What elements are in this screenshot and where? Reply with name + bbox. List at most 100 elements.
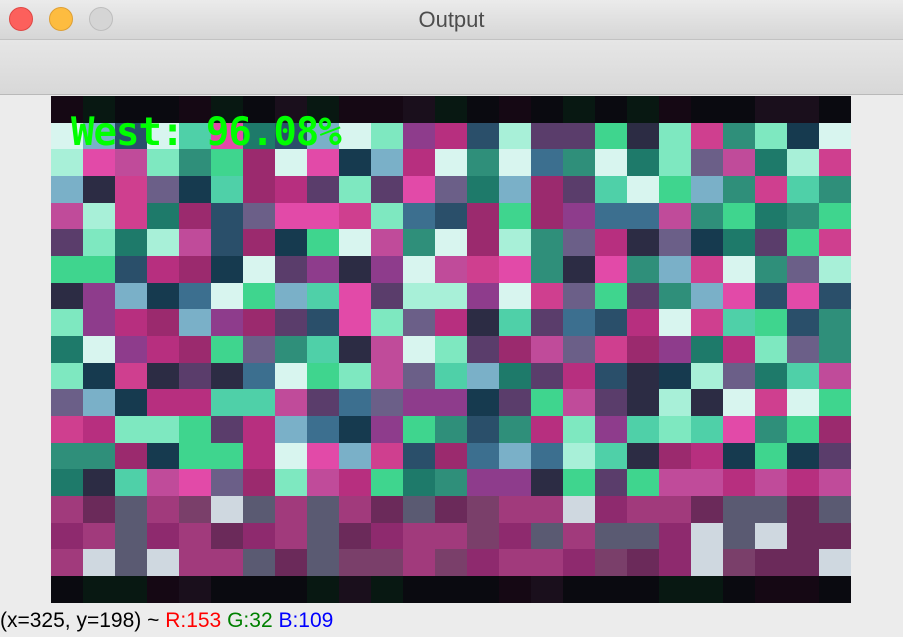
mosaic-pixel [691,176,723,204]
mosaic-pixel [275,309,307,337]
mosaic-pixel [563,442,595,470]
mosaic-pixel [115,122,147,150]
mosaic-pixel [147,576,179,603]
mosaic-pixel [115,442,147,470]
mosaic-pixel [755,576,787,603]
mosaic-pixel [211,416,243,444]
mosaic-pixel [531,122,563,150]
mosaic-pixel [691,336,723,364]
title-bar[interactable]: Output [0,0,903,40]
mosaic-pixel [275,256,307,284]
mosaic-pixel [723,362,755,390]
mosaic-pixel [243,362,275,390]
mosaic-pixel [755,176,787,204]
mosaic-pixel [243,469,275,497]
mosaic-pixel [307,416,339,444]
mosaic-pixel [403,576,435,603]
mosaic-pixel [307,522,339,550]
mosaic-pixel [755,469,787,497]
mosaic-pixel [403,442,435,470]
mosaic-pixel [595,549,627,577]
mosaic-pixel [371,202,403,230]
mosaic-pixel [275,202,307,230]
mosaic-pixel [243,309,275,337]
mosaic-pixel [403,149,435,177]
mosaic-pixel [83,202,115,230]
zoom-button[interactable] [89,7,113,31]
mosaic-pixel [659,389,691,417]
mosaic-pixel [755,549,787,577]
mosaic-pixel [211,202,243,230]
mosaic-pixel [499,229,531,257]
mosaic-pixel [819,229,851,257]
mosaic-pixel [787,389,819,417]
mosaic-pixel [115,362,147,390]
mosaic-pixel [627,256,659,284]
mosaic-pixel [51,149,83,177]
mosaic-pixel [179,309,211,337]
mosaic-pixel [819,549,851,577]
mosaic-pixel [275,416,307,444]
mosaic-pixel [627,176,659,204]
mosaic-pixel [147,496,179,524]
mosaic-pixel [819,309,851,337]
mosaic-pixel [371,256,403,284]
mosaic-pixel [403,282,435,310]
mosaic-pixel [787,362,819,390]
mosaic-pixel [339,282,371,310]
image-view[interactable]: West: 96.08% [51,96,851,603]
mosaic-pixel [691,549,723,577]
mosaic-pixel [755,229,787,257]
mosaic-pixel [723,416,755,444]
mosaic-pixel [659,229,691,257]
mosaic-pixel [787,576,819,603]
mosaic-pixel [307,549,339,577]
mosaic-pixel [179,549,211,577]
mosaic-pixel [659,202,691,230]
mosaic-pixel [691,576,723,603]
mosaic-pixel [467,522,499,550]
mosaic-pixel [691,362,723,390]
mosaic-pixel [243,389,275,417]
mosaic-pixel [627,202,659,230]
mosaic-pixel [595,496,627,524]
mosaic-pixel [499,576,531,603]
mosaic-pixel [467,309,499,337]
mosaic-pixel [627,442,659,470]
mosaic-pixel [243,416,275,444]
mosaic-pixel [211,229,243,257]
mosaic-pixel [243,96,275,123]
mosaic-pixel [435,176,467,204]
mosaic-pixel [339,149,371,177]
mosaic-pixel [563,282,595,310]
mosaic-pixel [371,549,403,577]
mosaic-pixel [595,389,627,417]
mosaic-pixel [211,96,243,123]
close-button[interactable] [9,7,33,31]
mosaic-pixel [691,122,723,150]
mosaic-pixel [435,229,467,257]
mosaic-pixel [403,549,435,577]
mosaic-pixel [243,442,275,470]
mosaic-pixel [243,229,275,257]
mosaic-pixel [339,362,371,390]
mosaic-pixel [115,469,147,497]
mosaic-pixel [51,229,83,257]
mosaic-pixel [51,309,83,337]
mosaic-pixel [147,282,179,310]
mosaic-pixel [659,496,691,524]
mosaic-pixel [819,522,851,550]
mosaic-pixel [563,96,595,123]
mosaic-pixel [275,576,307,603]
mosaic-pixel [115,522,147,550]
mosaic-pixel [211,149,243,177]
mosaic-pixel [211,122,243,150]
mosaic-pixel [147,202,179,230]
mosaic-pixel [51,256,83,284]
minimize-button[interactable] [49,7,73,31]
mosaic-pixel [787,442,819,470]
mosaic-pixel [787,549,819,577]
mosaic-pixel [147,389,179,417]
mosaic-pixel [435,576,467,603]
mosaic-pixel [499,176,531,204]
